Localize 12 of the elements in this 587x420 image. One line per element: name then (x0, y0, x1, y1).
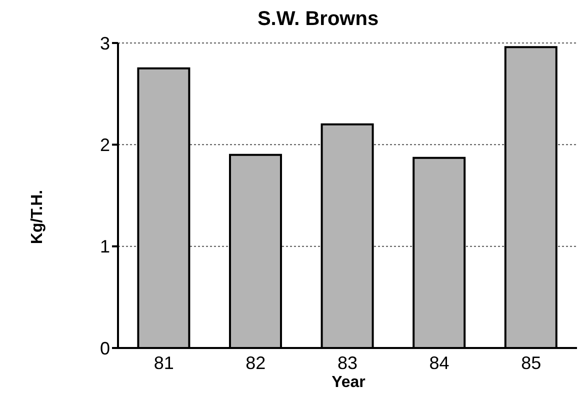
y-tick-label: 2 (100, 135, 110, 156)
x-tick-label: 81 (154, 352, 174, 373)
y-tick-label: 1 (100, 236, 110, 257)
x-tick-label: 82 (246, 352, 266, 373)
y-axis-title: Kg/T.H. (29, 188, 47, 246)
x-tick-label: 83 (337, 352, 358, 373)
chart-title: S.W. Browns (256, 8, 380, 31)
x-axis-title: Year (330, 374, 366, 392)
x-tick-label: 84 (429, 352, 450, 373)
x-tick-label: 85 (521, 352, 542, 373)
y-tick-label: 0 (100, 338, 110, 358)
y-tick-label: 3 (100, 33, 110, 54)
